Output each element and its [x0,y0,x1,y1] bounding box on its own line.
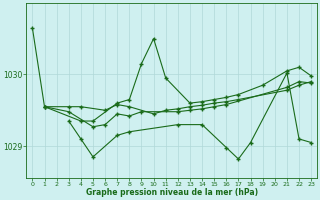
X-axis label: Graphe pression niveau de la mer (hPa): Graphe pression niveau de la mer (hPa) [86,188,258,197]
